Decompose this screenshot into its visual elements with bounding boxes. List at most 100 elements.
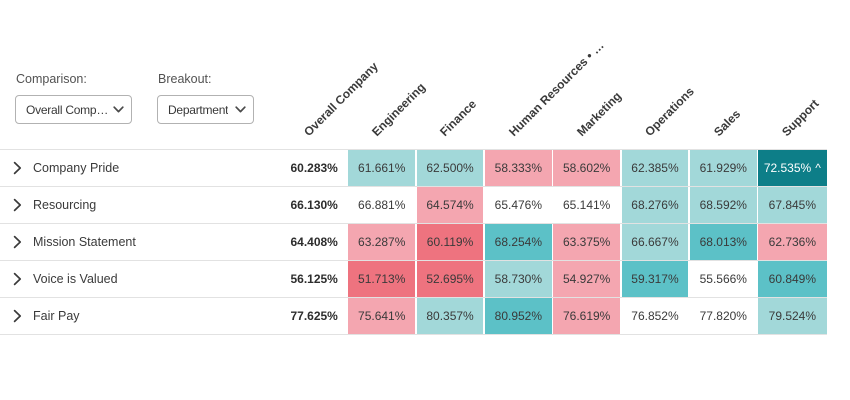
row-label: Fair Pay (33, 309, 80, 323)
heatmap-cell[interactable]: 51.713% (348, 261, 416, 297)
column-header-marketing: Marketing (574, 89, 624, 139)
overall-company-value: 64.408% (290, 235, 338, 249)
cell-value: 77.820% (699, 309, 747, 323)
table-row-mission-statement: Mission Statement 64.408% 63.287% 60.119… (0, 224, 827, 261)
chevron-right-icon (13, 309, 22, 323)
heatmap-cell[interactable]: 61.661% (348, 150, 416, 186)
heatmap-cell[interactable]: 58.730% (484, 261, 553, 297)
row-label-cell: Company Pride (0, 150, 280, 186)
heatmap-cell[interactable]: 80.952% (484, 298, 553, 334)
column-header-operations: Operations (642, 84, 697, 139)
cell-value: 52.695% (426, 272, 474, 286)
heatmap-cell[interactable]: 79.524% (758, 298, 827, 334)
heatmap-cell[interactable]: 60.119% (416, 224, 485, 260)
breakout-select[interactable]: Department (157, 95, 254, 124)
heatmap-cell[interactable]: 66.881% (348, 187, 416, 223)
breakout-control: Breakout: Department (157, 70, 254, 124)
table-row-resourcing: Resourcing 66.130% 66.881% 64.574% 65.47… (0, 187, 827, 224)
heatmap-cell[interactable]: 62.500% (416, 150, 485, 186)
cell-value: 55.566% (699, 272, 747, 286)
heatmap-cell[interactable]: 72.535% ^ (758, 150, 827, 186)
cell-value: 76.852% (631, 309, 679, 323)
row-label-cell: Fair Pay (0, 298, 280, 334)
cell-value: 79.524% (768, 309, 817, 323)
column-header-engineering: Engineering (369, 80, 428, 139)
heatmap-cell[interactable]: 76.619% (553, 298, 621, 334)
heatmap-cell[interactable]: 54.927% (553, 261, 621, 297)
table-row-company-pride: Company Pride 60.283% 61.661% 62.500% 58… (0, 150, 827, 187)
breakout-label: Breakout: (158, 72, 212, 86)
chevron-right-icon (13, 161, 22, 175)
cell-value: 61.929% (699, 161, 747, 175)
heatmap-cell[interactable]: 65.141% (553, 187, 621, 223)
comparison-label: Comparison: (16, 72, 87, 86)
heatmap-cell[interactable]: 58.333% (484, 150, 553, 186)
cell-value: 59.317% (631, 272, 679, 286)
heatmap-cell[interactable]: 62.736% (758, 224, 827, 260)
row-label-cell: Voice is Valued (0, 261, 280, 297)
heatmap-cell[interactable]: 68.592% (689, 187, 758, 223)
cell-value: 67.845% (768, 198, 817, 212)
heatmap-cell[interactable]: 66.667% (621, 224, 690, 260)
heatmap-cell[interactable]: 68.013% (689, 224, 758, 260)
cell-value: 60.849% (768, 272, 817, 286)
cell-value: 68.592% (699, 198, 747, 212)
cell-value: 58.333% (494, 161, 543, 175)
expand-row-button[interactable] (13, 272, 22, 286)
heatmap-cell[interactable]: 75.641% (348, 298, 416, 334)
cell-value: 51.713% (358, 272, 406, 286)
column-header-label: Engineering (369, 80, 429, 139)
heatmap-cell[interactable]: 63.375% (553, 224, 621, 260)
heatmap-cell[interactable]: 55.566% (690, 261, 758, 297)
column-header-support: Support (779, 97, 821, 139)
row-label: Company Pride (33, 161, 120, 175)
comparison-select[interactable]: Overall Comp… (15, 95, 132, 124)
comparison-control: Comparison: Overall Comp… (15, 70, 132, 124)
heatmap-cell[interactable]: 63.287% (348, 224, 416, 260)
cell-value: 60.119% (426, 235, 474, 249)
expand-row-button[interactable] (13, 235, 22, 249)
heatmap-cell[interactable]: 52.695% (416, 261, 485, 297)
cell-value: 63.375% (562, 235, 611, 249)
cell-value: 62.500% (426, 161, 474, 175)
heatmap-cell[interactable]: 68.254% (484, 224, 553, 260)
heatmap-cell[interactable]: 80.357% (416, 298, 485, 334)
chevron-right-icon (13, 235, 22, 249)
heatmap-cell[interactable]: 58.602% (553, 150, 621, 186)
cell-value: 80.952% (494, 309, 543, 323)
expand-row-button[interactable] (13, 161, 22, 175)
heatmap-cell[interactable]: 60.849% (758, 261, 827, 297)
expand-row-button[interactable] (13, 309, 22, 323)
cell-value: 80.357% (426, 309, 474, 323)
heatmap-cell[interactable]: 61.929% (689, 150, 758, 186)
column-header-label: Sales (710, 106, 743, 139)
overall-company-value: 66.130% (290, 198, 338, 212)
cell-value: 63.287% (358, 235, 406, 249)
column-header-label: Overall Company (300, 59, 381, 139)
cell-value: 61.661% (358, 161, 406, 175)
cell-value: 62.385% (631, 161, 679, 175)
overall-company-value: 60.283% (290, 161, 338, 175)
cell-value: 65.141% (562, 198, 611, 212)
cell-value: 68.013% (699, 235, 747, 249)
heatmap-cell[interactable]: 62.385% (621, 150, 690, 186)
cell-value: 62.736% (768, 235, 817, 249)
heatmap-cell[interactable]: 76.852% (622, 298, 690, 334)
column-header-label: Operations (642, 84, 698, 139)
heatmap-cell[interactable]: 59.317% (621, 261, 690, 297)
heatmap-cell[interactable]: 68.276% (621, 187, 690, 223)
column-header-label: Finance (437, 97, 480, 139)
row-label-cell: Mission Statement (0, 224, 280, 260)
heatmap-cell[interactable]: 64.574% (416, 187, 485, 223)
heatmap-cell[interactable]: 65.476% (485, 187, 553, 223)
cell-value: 72.535% (763, 161, 812, 175)
expand-row-button[interactable] (13, 198, 22, 212)
heatmap-cell[interactable]: 77.820% (690, 298, 758, 334)
significance-up-indicator: ^ (815, 161, 821, 175)
heatmap-cell[interactable]: 67.845% (758, 187, 827, 223)
cell-value: 54.927% (562, 272, 611, 286)
chevron-down-icon (113, 106, 124, 113)
cell-value: 65.476% (494, 198, 543, 212)
cell-value: 76.619% (562, 309, 611, 323)
